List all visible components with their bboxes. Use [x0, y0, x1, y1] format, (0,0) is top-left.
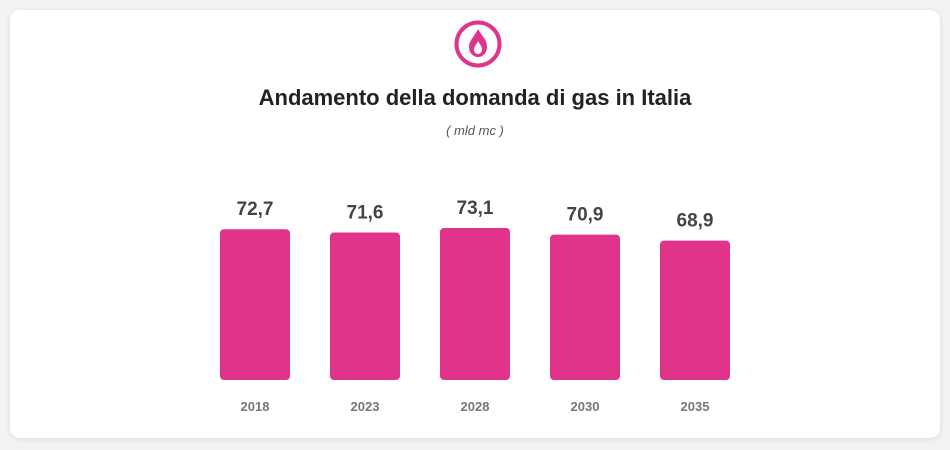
- category-label-2023: 2023: [351, 399, 380, 414]
- category-label-2030: 2030: [571, 399, 600, 414]
- chart-title: Andamento della domanda di gas in Italia: [258, 85, 692, 110]
- bar-2028: [440, 228, 510, 380]
- value-label-2030: 70,9: [567, 205, 604, 226]
- gas-flame-icon: [454, 20, 502, 68]
- value-label-2035: 68,9: [677, 211, 714, 232]
- chart-card: Andamento della domanda di gas in Italia…: [10, 10, 940, 438]
- bar-2018: [220, 229, 290, 380]
- bar-2035: [660, 240, 730, 380]
- category-label-2028: 2028: [461, 399, 490, 414]
- category-label-2035: 2035: [681, 399, 710, 414]
- bar-2023: [330, 232, 400, 380]
- chart-subtitle: ( mld mc ): [446, 123, 504, 138]
- bar-2030: [550, 234, 620, 380]
- value-label-2018: 72,7: [237, 199, 274, 220]
- value-label-2023: 71,6: [347, 203, 384, 224]
- value-label-2028: 73,1: [457, 198, 494, 219]
- category-label-2018: 2018: [241, 399, 270, 414]
- bar-chart: 72,7 2018 71,6 2023 73,1 2028 70,9 2030 68,9 2035: [220, 198, 730, 414]
